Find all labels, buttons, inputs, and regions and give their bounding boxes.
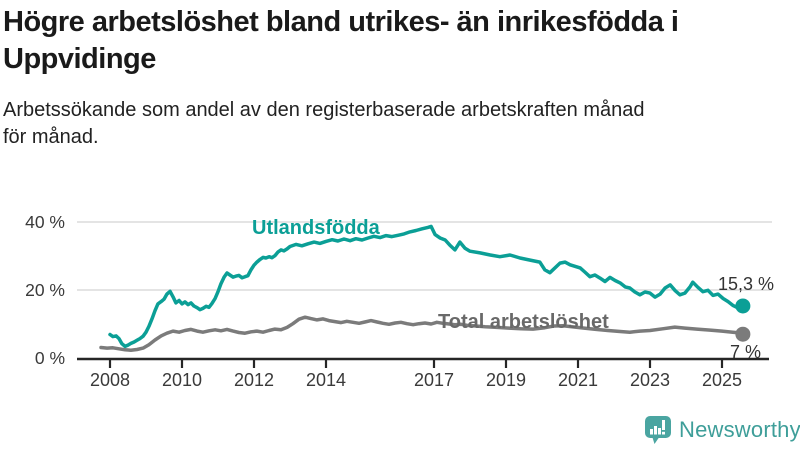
series-end-dot-0 — [735, 298, 751, 314]
subtitle-line-2: för månad. — [3, 126, 99, 148]
y-tick-label-40: 40 % — [25, 212, 65, 232]
series-line-0 — [108, 224, 745, 349]
x-tick-label-2021: 2021 — [558, 370, 598, 390]
x-tick-label-2019: 2019 — [486, 370, 526, 390]
x-tick-label-2008: 2008 — [90, 370, 130, 390]
subtitle-line-1: Arbetssökande som andel av den registerb… — [3, 99, 645, 121]
chart-header: Högre arbetslöshet bland utrikes- än inr… — [3, 4, 797, 151]
chart-subtitle: Arbetssökande som andel av den registerb… — [3, 97, 797, 151]
y-tick-label-20: 20 % — [25, 280, 65, 300]
x-tick-label-2014: 2014 — [306, 370, 346, 390]
x-tick-label-2025: 2025 — [702, 370, 742, 390]
x-tick-label-2012: 2012 — [234, 370, 274, 390]
series-end-dot-1 — [735, 326, 751, 342]
end-value-label-total: 7 % — [730, 342, 762, 362]
y-tick-label-0: 0 % — [35, 348, 65, 368]
series-line-1 — [99, 315, 745, 352]
newsworthy-logo: Newsworthy — [644, 415, 800, 445]
x-tick-label-2023: 2023 — [630, 370, 670, 390]
page-title-line-2: Uppvidinge — [3, 43, 156, 75]
series-label-utlandsfodda: Utlandsfödda — [252, 217, 380, 239]
page-title-line-1: Högre arbetslöshet bland utrikes- än inr… — [3, 6, 679, 38]
newsworthy-chart-bubble-icon — [645, 416, 671, 444]
newsworthy-wordmark: Newsworthy — [679, 417, 800, 442]
series-label-total-arbetsloshet: Total arbetslöshet — [438, 311, 609, 333]
x-tick-label-2017: 2017 — [414, 370, 454, 390]
end-value-label-utlandsfodda: 15,3 % — [718, 274, 775, 294]
x-tick-label-2010: 2010 — [162, 370, 202, 390]
